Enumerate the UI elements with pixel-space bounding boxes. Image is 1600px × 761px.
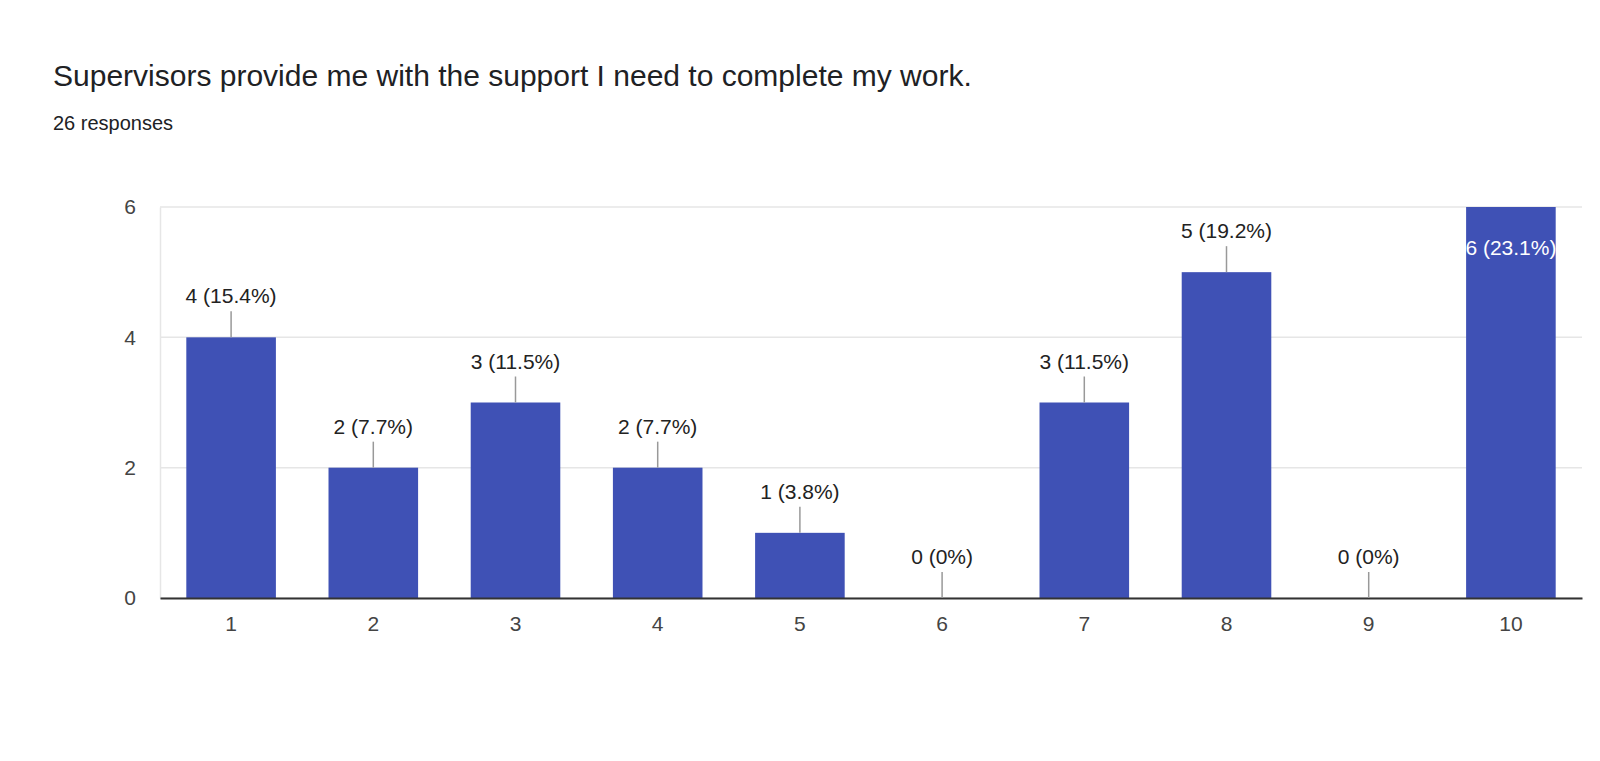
x-tick-label: 9 [1363, 612, 1375, 635]
x-tick: 2 [367, 598, 379, 635]
x-tick-label: 6 [936, 612, 948, 635]
label-leader [1368, 572, 1370, 598]
plot: 0 2 4 6 1 2 3 4 5 6 7 8 9 10 [124, 195, 1582, 635]
x-tick-label: 10 [1499, 612, 1522, 635]
y-tick-label: 6 [124, 195, 136, 218]
data-label: 3 (11.5%) [1040, 350, 1130, 373]
label-leader [515, 377, 517, 403]
x-tick-label: 8 [1221, 612, 1233, 635]
bar [613, 468, 703, 598]
data-label: 2 (7.7%) [334, 415, 413, 438]
data-label: 3 (11.5%) [471, 350, 561, 373]
x-tick: 9 [1363, 598, 1375, 635]
label-leader [230, 311, 232, 337]
x-tick: 6 [936, 598, 948, 635]
label-leader [1084, 377, 1086, 403]
x-tick: 10 [1499, 598, 1522, 635]
data-label: 4 (15.4%) [186, 284, 277, 307]
grid [160, 207, 1582, 598]
y-tick: 0 [124, 586, 160, 609]
x-tick: 4 [652, 598, 664, 635]
y-tick-label: 2 [124, 456, 136, 479]
x-tick: 8 [1221, 598, 1233, 635]
label-leader [1226, 246, 1228, 272]
x-tick: 7 [1078, 598, 1090, 635]
y-tick: 2 [124, 456, 160, 479]
y-axis-line [160, 208, 162, 599]
x-tick-label: 2 [367, 612, 379, 635]
x-tick-label: 4 [652, 612, 664, 635]
x-tick-label: 3 [510, 612, 522, 635]
bar [1466, 207, 1556, 598]
y-tick-label: 0 [124, 586, 136, 609]
data-label: 0 (0%) [1338, 545, 1400, 568]
bar [755, 533, 845, 598]
x-tick: 3 [510, 598, 522, 635]
bars [186, 207, 1555, 598]
data-label: 5 (19.2%) [1181, 219, 1272, 242]
x-tick: 5 [794, 598, 806, 635]
bar [471, 403, 561, 599]
data-label: 2 (7.7%) [618, 415, 697, 438]
data-label: 1 (3.8%) [760, 480, 839, 503]
x-tick: 1 [225, 598, 237, 635]
grid-line [160, 337, 1582, 339]
chart-subtitle: 26 responses [53, 112, 173, 134]
bar [1040, 403, 1130, 599]
x-tick-label: 5 [794, 612, 806, 635]
y-tick: 4 [124, 326, 160, 349]
label-leader [799, 507, 801, 533]
grid-line [160, 206, 1582, 208]
label-leader [941, 572, 943, 598]
y-axis: 0 2 4 6 [124, 195, 160, 609]
label-leader [657, 442, 659, 468]
bar [1182, 272, 1272, 598]
bar [186, 337, 276, 598]
bar [329, 468, 419, 598]
label-leader [373, 442, 375, 468]
chart-title: Supervisors provide me with the support … [53, 59, 972, 92]
data-labels: 4 (15.4%) 2 (7.7%) 3 (11.5%) 2 (7.7%) 1 (3.8… [186, 219, 1557, 598]
y-tick: 6 [124, 195, 160, 218]
y-tick-label: 4 [124, 326, 136, 349]
x-tick-label: 1 [225, 612, 237, 635]
x-axis: 1 2 3 4 5 6 7 8 9 10 [161, 598, 1583, 635]
data-label: 0 (0%) [911, 545, 973, 568]
data-label: 6 (23.1%) [1465, 236, 1556, 259]
x-tick-label: 7 [1078, 612, 1090, 635]
